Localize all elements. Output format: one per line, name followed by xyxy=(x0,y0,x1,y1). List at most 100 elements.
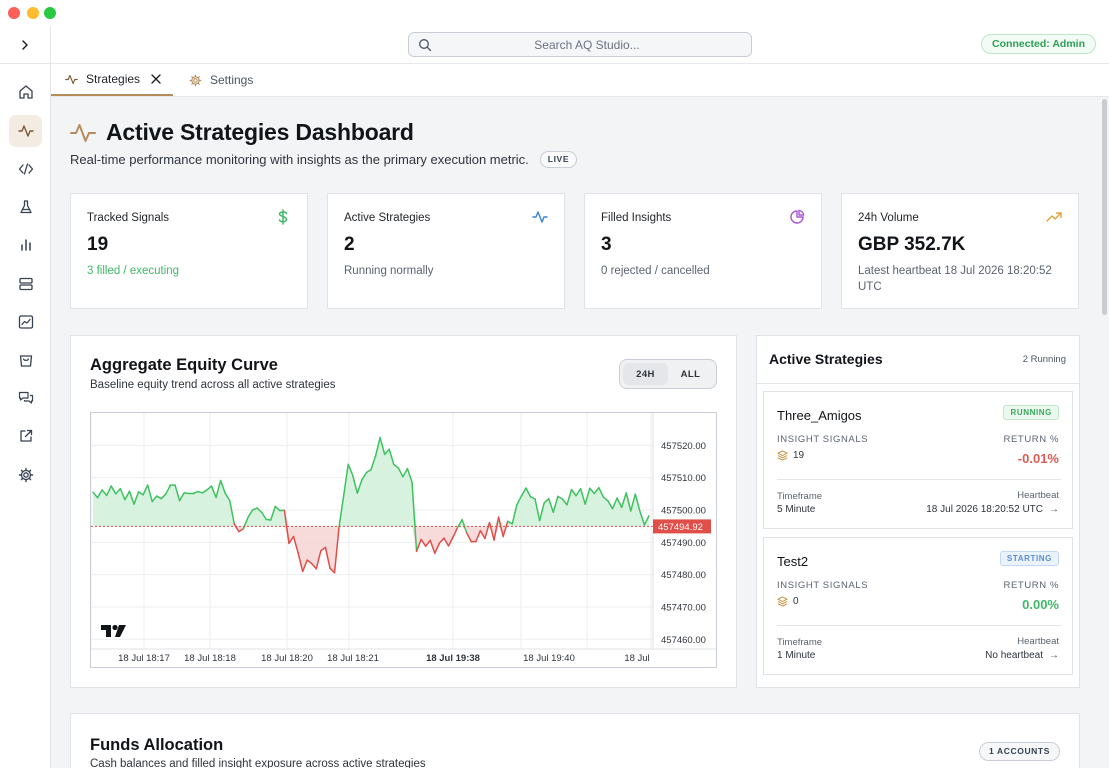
stat-card-24h-volume: 24h Volume GBP 352.7K Latest heartbeat 1… xyxy=(841,193,1079,309)
x-tick-label: 18 Jul 18:17 xyxy=(118,653,170,664)
equity-line-segment xyxy=(639,510,646,526)
sidebar-divider xyxy=(0,63,50,64)
range-button-24h[interactable]: 24H xyxy=(623,363,668,385)
equity-line-segment xyxy=(552,495,559,513)
equity-line-segment xyxy=(347,463,354,477)
search-input[interactable] xyxy=(437,33,737,56)
tab-strategies[interactable]: Strategies xyxy=(51,64,173,96)
scrollbar[interactable] xyxy=(1102,99,1107,315)
equity-line-segment xyxy=(643,515,650,526)
equity-line-segment xyxy=(338,495,345,528)
area-fill-below-baseline xyxy=(93,526,649,573)
equity-line-segment xyxy=(602,496,609,502)
timeframe-label: Timeframe xyxy=(777,491,823,502)
strategies-panel-title: Active Strategies xyxy=(769,351,883,367)
search-bar[interactable] xyxy=(408,32,752,57)
equity-line-segment xyxy=(488,521,495,541)
x-tick-label: 18 Jul xyxy=(624,653,649,664)
equity-line-segment xyxy=(570,488,577,497)
sidebar-item-marketplace[interactable] xyxy=(9,344,42,376)
funds-allocation-card: Funds Allocation Cash balances and fille… xyxy=(70,713,1080,768)
equity-line-segment xyxy=(324,546,331,569)
page-title: Active Strategies Dashboard xyxy=(70,119,414,146)
equity-line-segment xyxy=(493,516,500,541)
search-icon xyxy=(419,39,432,52)
equity-line-segment xyxy=(224,492,231,502)
equity-line-segment xyxy=(625,492,632,512)
sidebar-item-external[interactable] xyxy=(9,420,42,452)
equity-line-segment xyxy=(192,490,199,495)
sidebar-expand-button[interactable] xyxy=(14,36,36,54)
equity-curve-card: Aggregate Equity Curve Baseline equity t… xyxy=(70,335,737,688)
equity-line-segment xyxy=(420,538,427,547)
equity-line-segment xyxy=(415,538,422,553)
sidebar-item-settings[interactable] xyxy=(9,459,42,491)
line-chart-icon xyxy=(18,315,33,329)
equity-line-segment xyxy=(516,495,523,506)
timeframe-label: Timeframe xyxy=(777,637,823,648)
strategy-name: Three_Amigos xyxy=(777,408,862,423)
strategy-card-three-amigos[interactable]: Three_Amigos RUNNING INSIGHT SIGNALS RET… xyxy=(763,391,1073,529)
page-subtitle-text: Real-time performance monitoring with in… xyxy=(70,152,529,167)
return-value: 0.00% xyxy=(1022,597,1059,612)
equity-line-segment xyxy=(356,479,363,494)
heartbeat-label: Heartbeat xyxy=(1017,636,1059,647)
window-titlebar xyxy=(0,0,1109,26)
connection-status-badge: Connected: Admin xyxy=(981,34,1096,54)
range-button-all[interactable]: ALL xyxy=(680,368,701,380)
x-tick-label: 18 Jul 18:18 xyxy=(184,653,236,664)
equity-line-segment xyxy=(589,487,596,495)
equity-line-segment xyxy=(547,497,555,513)
equity-line-segment xyxy=(197,490,204,494)
range-toggle: 24H ALL xyxy=(619,359,717,389)
equity-line-segment xyxy=(210,485,217,499)
gear-icon xyxy=(18,467,33,483)
strategy-card-test2[interactable]: Test2 STARTING INSIGHT SIGNALS RETURN % … xyxy=(763,537,1073,675)
equity-line-segment xyxy=(443,537,450,547)
tab-label: Settings xyxy=(210,73,254,87)
close-window-button[interactable] xyxy=(8,7,20,19)
equity-line-segment xyxy=(402,467,409,478)
equity-line-segment xyxy=(301,559,308,573)
server-icon xyxy=(18,277,33,291)
y-tick-label: 457480.00 xyxy=(661,570,706,581)
equity-line-segment xyxy=(374,436,381,457)
arrow-right-icon[interactable]: → xyxy=(1049,650,1059,661)
equity-chart[interactable]: 457520.00 457510.00 457500.00 457490.00 4574… xyxy=(90,412,717,668)
equity-line-segment xyxy=(274,505,281,512)
stat-subtext: 3 filled / executing xyxy=(87,265,180,277)
shopping-bag-icon xyxy=(19,355,32,367)
equity-line-segment xyxy=(520,487,527,497)
sidebar-item-servers[interactable] xyxy=(9,268,42,300)
equity-line-segment xyxy=(593,486,600,495)
divider xyxy=(777,479,1061,480)
equity-line-segment xyxy=(406,467,413,483)
stat-card-filled-insights: Filled Insights 3 0 rejected / cancelled xyxy=(584,193,822,309)
sidebar-item-performance[interactable] xyxy=(9,306,42,338)
sidebar-item-strategies[interactable] xyxy=(9,115,42,147)
equity-line-segment xyxy=(320,546,327,552)
equity-description: Baseline equity trend across all active … xyxy=(90,379,336,391)
tradingview-logo-icon xyxy=(101,624,126,637)
sidebar-item-analytics[interactable] xyxy=(9,229,42,261)
timeframe-value: 5 Minute xyxy=(777,504,816,515)
x-tick-label: 18 Jul 19:38 xyxy=(426,653,480,664)
sidebar-item-messages[interactable] xyxy=(9,382,42,414)
close-icon[interactable] xyxy=(150,73,162,85)
external-link-icon xyxy=(19,429,32,442)
sidebar-item-code[interactable] xyxy=(9,153,42,185)
tab-settings[interactable]: Settings xyxy=(189,64,279,96)
equity-line-segment xyxy=(329,567,336,574)
arrow-right-icon[interactable]: → xyxy=(1049,504,1059,515)
equity-line-segment xyxy=(238,527,245,533)
status-badge: STARTING xyxy=(999,551,1059,566)
maximize-window-button[interactable] xyxy=(44,7,56,19)
sidebar-item-lab[interactable] xyxy=(9,191,42,223)
sidebar-item-home[interactable] xyxy=(9,76,42,108)
minimize-window-button[interactable] xyxy=(27,7,39,19)
strategy-name: Test2 xyxy=(777,554,809,569)
equity-line-segment xyxy=(475,529,482,543)
equity-chart-svg: 457520.00 457510.00 457500.00 457490.00 4574… xyxy=(91,413,716,664)
equity-line-segment xyxy=(178,492,185,502)
gear-icon xyxy=(189,74,202,86)
